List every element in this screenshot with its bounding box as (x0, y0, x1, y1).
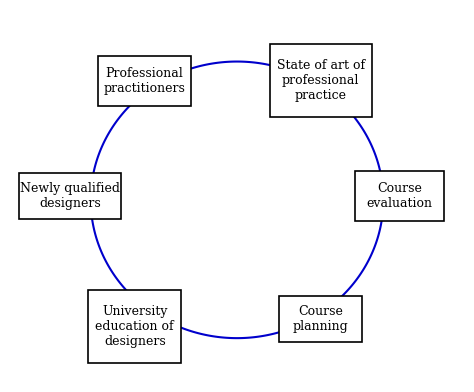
Text: State of art of
professional
practice: State of art of professional practice (276, 59, 365, 102)
Text: Course
planning: Course planning (293, 305, 348, 333)
FancyBboxPatch shape (279, 296, 363, 342)
FancyBboxPatch shape (88, 290, 181, 363)
FancyBboxPatch shape (270, 44, 372, 117)
Text: University
education of
designers: University education of designers (95, 305, 174, 348)
FancyBboxPatch shape (356, 171, 444, 221)
FancyBboxPatch shape (98, 56, 191, 106)
Text: Course
evaluation: Course evaluation (366, 182, 433, 210)
Text: Professional
practitioners: Professional practitioners (103, 67, 185, 95)
Text: Newly qualified
designers: Newly qualified designers (20, 182, 120, 210)
FancyBboxPatch shape (18, 173, 121, 219)
